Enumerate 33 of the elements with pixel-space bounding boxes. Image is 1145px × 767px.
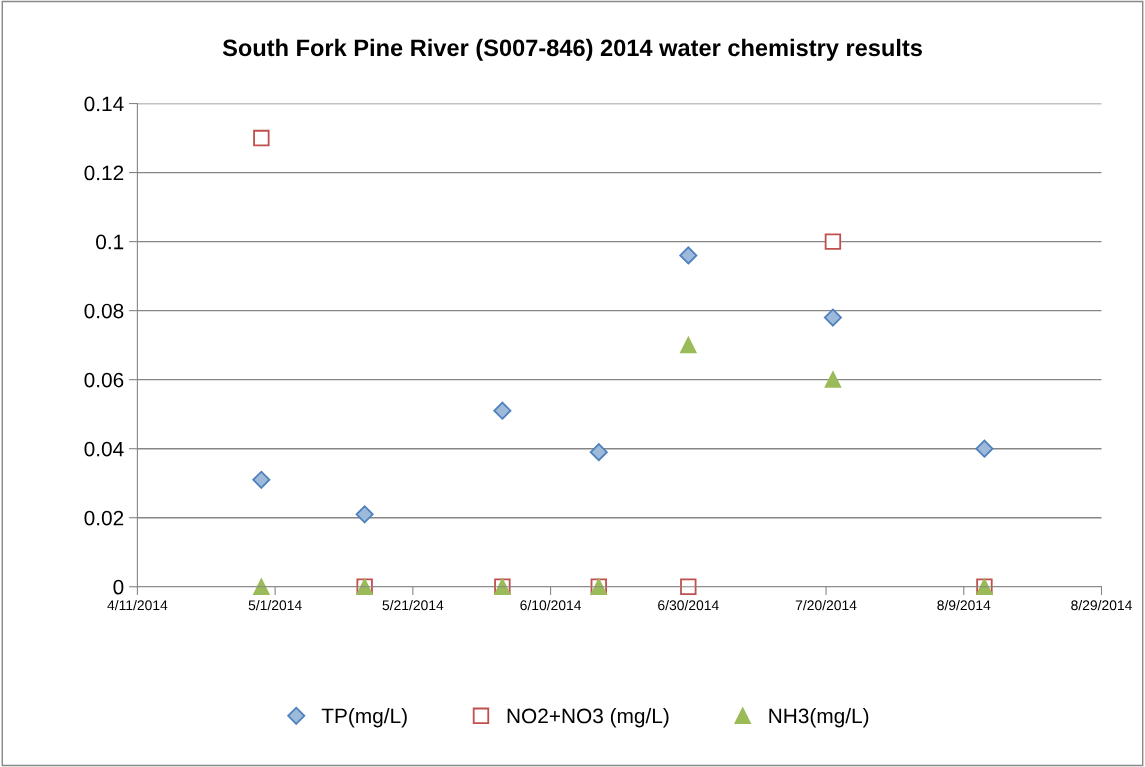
x-tick-label: 7/20/2014 xyxy=(795,599,857,611)
y-tick-label: 0.04 xyxy=(84,441,124,457)
y-tick-label: 0.14 xyxy=(84,96,124,112)
point xyxy=(589,443,608,462)
point xyxy=(823,308,842,327)
x-tick-label: 4/11/2014 xyxy=(107,599,168,611)
x-tick-label: 5/21/2014 xyxy=(382,599,444,611)
legend-label: TP(mg/L) xyxy=(321,708,407,728)
y-tick-label: 0.06 xyxy=(84,372,124,388)
x-tick-label: 6/10/2014 xyxy=(520,599,582,611)
x-tick-label: 5/1/2014 xyxy=(248,599,302,611)
point xyxy=(824,233,842,250)
y-tick-label: 0.02 xyxy=(84,510,124,526)
point xyxy=(252,470,271,489)
y-tick-label: 0.12 xyxy=(84,165,124,181)
chart-title: South Fork Pine River (S007-846) 2014 water chemistry results xyxy=(222,38,922,61)
x-tick-label: 6/30/2014 xyxy=(658,599,719,611)
point xyxy=(253,129,270,147)
y-tick-label: 0.08 xyxy=(84,303,124,319)
legend-label: NH3(mg/L) xyxy=(769,708,869,728)
point xyxy=(680,578,697,595)
point xyxy=(493,401,512,420)
point xyxy=(680,336,697,354)
point xyxy=(824,371,842,388)
point xyxy=(679,246,698,265)
y-tick-label: 0 xyxy=(113,579,124,595)
x-tick-label: 8/9/2014 xyxy=(937,599,991,611)
y-tick-label: 0.1 xyxy=(96,234,124,250)
point xyxy=(355,505,374,524)
point xyxy=(975,439,994,458)
x-tick-label: 8/29/2014 xyxy=(1071,599,1132,611)
legend-label: NO2+NO3 (mg/L) xyxy=(507,708,669,728)
point xyxy=(253,578,270,595)
